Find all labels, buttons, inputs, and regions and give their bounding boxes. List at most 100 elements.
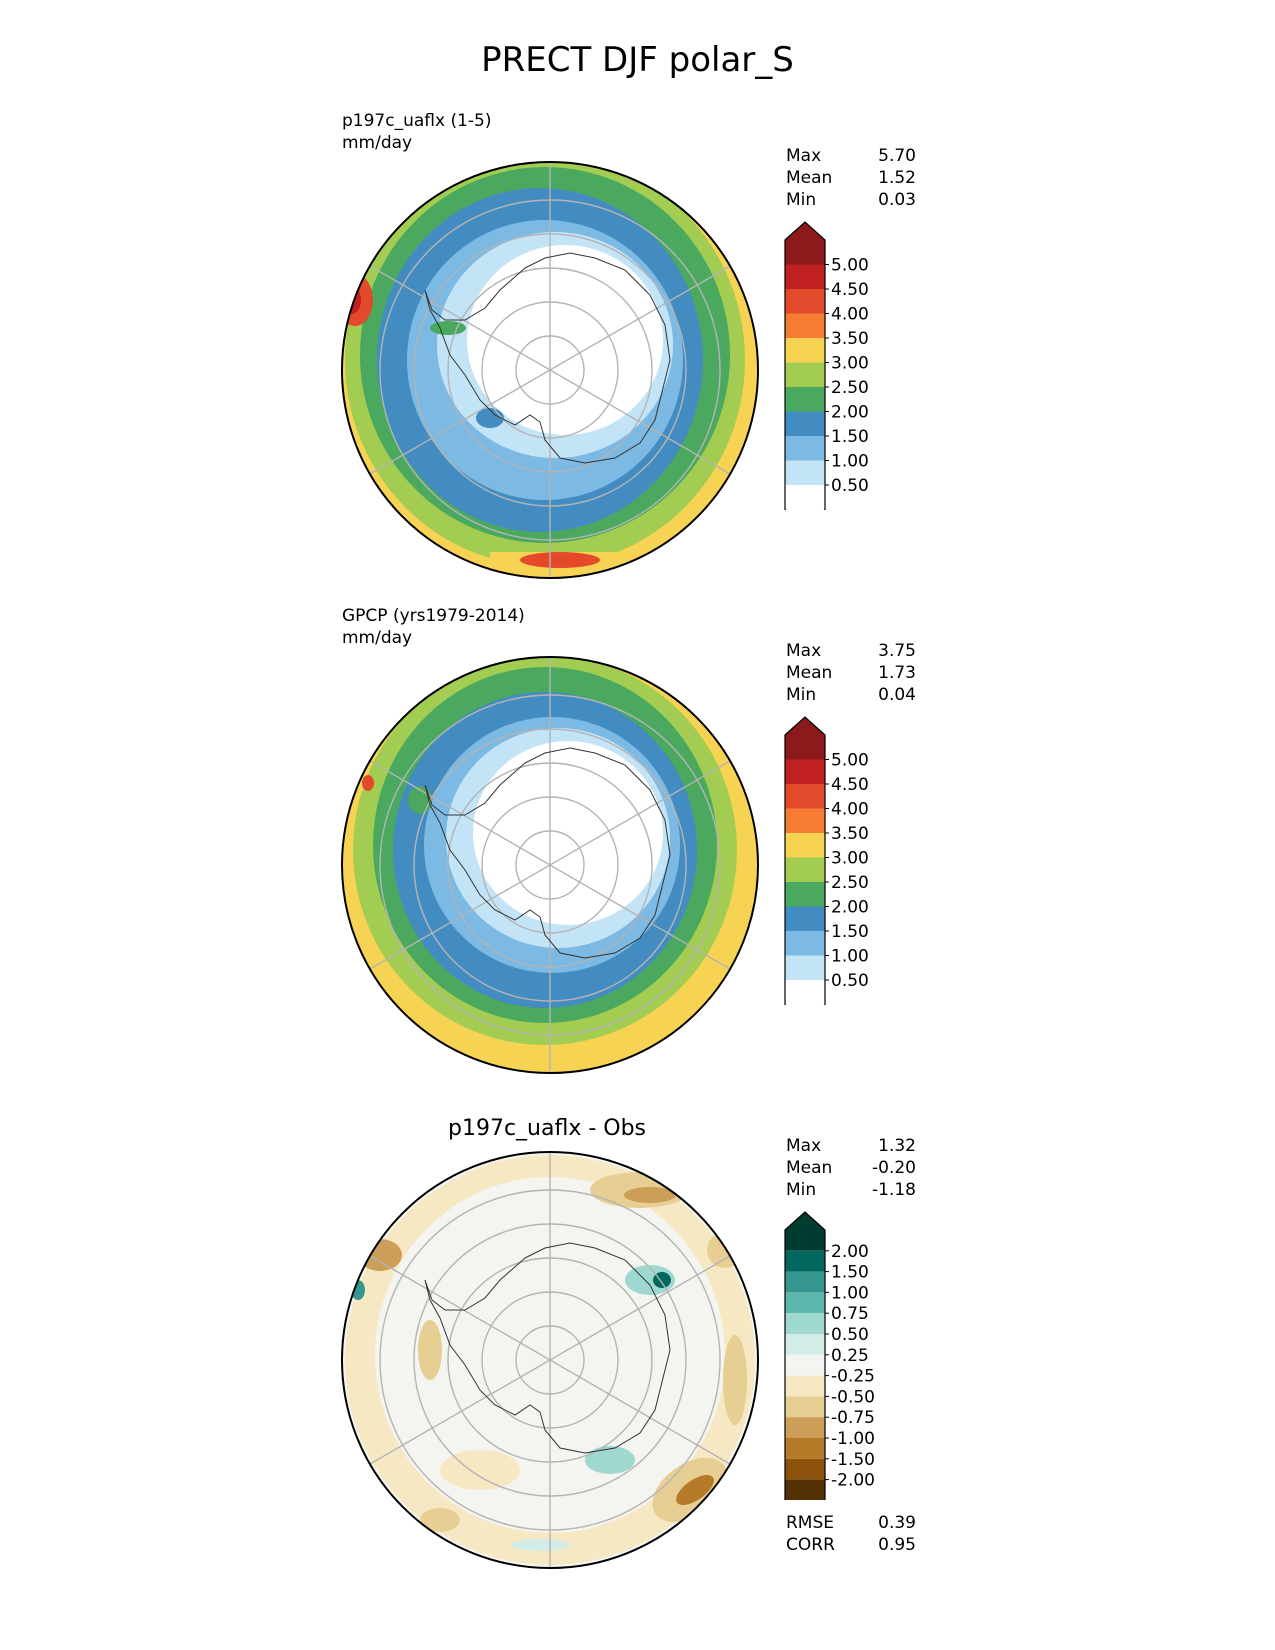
colorbar-swatch [785, 289, 825, 314]
colorbar-swatch [785, 906, 825, 931]
colorbar-tick-label: 2.00 [831, 403, 869, 423]
panel-title-units: mm/day [342, 628, 413, 648]
colorbar-tick-label: 4.00 [831, 800, 869, 820]
stat-row-min: Min 0.04 [786, 684, 916, 706]
panel-title-name: GPCP (yrs1979-2014) [342, 606, 525, 626]
stat-label: Max [786, 641, 822, 661]
colorbar-tick-label: -2.00 [831, 1471, 875, 1491]
panel-title-units: mm/day [342, 133, 413, 153]
stat-value: -1.18 [872, 1180, 916, 1200]
colorbar-tick-label: 1.50 [831, 1263, 869, 1283]
colorbar-swatch [785, 1458, 825, 1480]
colorbar-swatch [785, 1292, 825, 1314]
colorbar-outline [784, 1211, 826, 1500]
colorbar-swatch [785, 222, 825, 265]
colorbar-swatch [785, 1479, 825, 1500]
colorbar-swatch [785, 1417, 825, 1438]
colorbar-tick-label: -0.50 [831, 1387, 875, 1407]
colorbar-tick-label: 3.50 [831, 824, 869, 844]
colorbar-outline [784, 221, 826, 510]
colorbar-tick-label: 1.00 [831, 947, 869, 967]
colorbar-swatch [785, 833, 825, 858]
colorbar-swatch [785, 1396, 825, 1418]
panel-diff: p197c_uaflx - Obs [0, 1100, 1275, 1640]
colorbar-tick-label: 1.50 [831, 427, 869, 447]
stat-value: 1.32 [878, 1136, 916, 1156]
stat-label: Mean [786, 168, 833, 188]
colorbar-tick-label: 2.00 [831, 1242, 869, 1262]
stat-row-mean: Mean 1.52 [786, 167, 916, 189]
panel-model: p197c_uaflx (1-5) mm/day [0, 110, 1275, 600]
colorbar-tick-label: 2.50 [831, 378, 869, 398]
colorbar-tick-label: 0.75 [831, 1304, 869, 1324]
colorbar-swatch [785, 436, 825, 461]
colorbar-tick-label: 4.50 [831, 280, 869, 300]
colorbar-model: 5.00 4.50 4.00 3.50 3.00 2.50 2.00 1.50 1.00 0.50 [784, 221, 869, 510]
colorbar-swatch [785, 460, 825, 485]
colorbar-swatch [785, 313, 825, 338]
colorbar-swatch [785, 759, 825, 784]
stat-row-min: Min -1.18 [786, 1179, 916, 1201]
stat-row-min: Min 0.03 [786, 189, 916, 211]
stat-label: Min [786, 1180, 817, 1200]
panel-model-title: p197c_uaflx (1-5) mm/day [342, 110, 491, 154]
colorbar-tick-label: 0.50 [831, 1325, 869, 1345]
colorbar-tick-label: 5.00 [831, 751, 869, 771]
stat-label: Mean [786, 1158, 833, 1178]
stat-value: 0.95 [878, 1535, 916, 1555]
panel-title-name: p197c_uaflx (1-5) [342, 111, 492, 131]
stat-row-mean: Mean -0.20 [786, 1157, 916, 1179]
stat-value: 1.52 [878, 168, 916, 188]
colorbar-tick-label: 0.50 [831, 476, 869, 496]
panel-obs-title: GPCP (yrs1979-2014) mm/day [342, 605, 525, 649]
colorbar-swatch [785, 1250, 825, 1272]
colorbar-swatch [785, 1271, 825, 1293]
stat-label: Min [786, 190, 817, 210]
colorbar-swatch [785, 882, 825, 907]
stat-value: -0.20 [872, 1158, 916, 1178]
stats-model: Max 5.70 Mean 1.52 Min 0.03 [786, 145, 916, 211]
polar-map-diff [341, 1151, 759, 1569]
colorbar-tick-label: 1.00 [831, 1283, 869, 1303]
panel-diff-title: p197c_uaflx - Obs [447, 1116, 647, 1141]
colorbar-swatch [785, 1354, 825, 1376]
colorbar-swatch [785, 808, 825, 833]
colorbar-tick-label: 1.00 [831, 452, 869, 472]
colorbar-tick-label: 3.00 [831, 354, 869, 374]
colorbar-tick-label: 2.00 [831, 898, 869, 918]
stat-row-corr: CORR 0.95 [786, 1534, 916, 1556]
panel-obs: GPCP (yrs1979-2014) mm/day [0, 605, 1275, 1095]
colorbar-tick-label: 4.00 [831, 305, 869, 325]
stat-row-max: Max 1.32 [786, 1135, 916, 1157]
stat-value: 0.03 [878, 190, 916, 210]
colorbar-swatch [785, 1334, 825, 1355]
stat-value: 5.70 [878, 146, 916, 166]
polar-map-obs [341, 656, 759, 1074]
colorbar-tick-label: -1.00 [831, 1429, 875, 1449]
stat-label: Min [786, 685, 817, 705]
stat-label: CORR [786, 1535, 835, 1555]
colorbar-swatch [785, 857, 825, 882]
colorbar-swatch [785, 411, 825, 436]
colorbar-swatch [785, 717, 825, 760]
stat-label: Max [786, 146, 822, 166]
stat-value: 0.04 [878, 685, 916, 705]
colorbar-swatch [785, 1313, 825, 1334]
colorbar-swatch [785, 1212, 825, 1251]
stat-row-rmse: RMSE 0.39 [786, 1512, 916, 1534]
colorbar-obs: 5.00 4.50 4.00 3.50 3.00 2.50 2.00 1.50 1.00 0.50 [784, 716, 869, 1005]
stat-row-max: Max 3.75 [786, 640, 916, 662]
colorbar-diff: 2.001.501.000.750.500.25-0.25-0.50-0.75-… [784, 1211, 875, 1500]
colorbar-tick-label: 1.50 [831, 922, 869, 942]
stat-label: Max [786, 1136, 822, 1156]
colorbar-swatch [785, 485, 825, 510]
colorbar-swatch [785, 1375, 825, 1397]
colorbar-swatch [785, 362, 825, 387]
colorbar-tick-label: 5.00 [831, 256, 869, 276]
colorbar-tick-label: 2.50 [831, 873, 869, 893]
colorbar-tick-label: -0.75 [831, 1408, 875, 1428]
polar-map-model [341, 161, 759, 579]
colorbar-tick-label: 0.25 [831, 1346, 869, 1366]
colorbar-swatch [785, 338, 825, 363]
stat-row-max: Max 5.70 [786, 145, 916, 167]
